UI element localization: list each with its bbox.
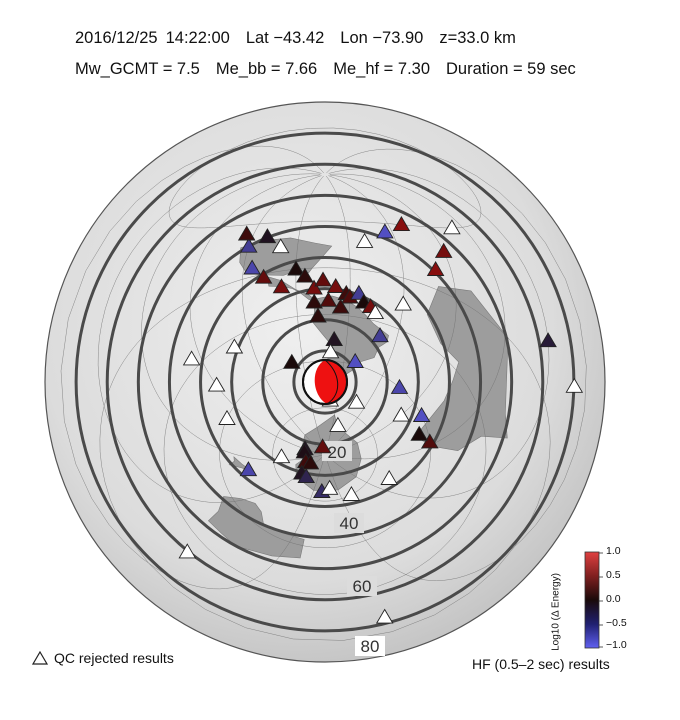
station-qc-rejected [366,304,385,320]
station-marker [309,307,327,323]
station-marker [331,298,350,314]
station-qc-rejected [380,469,398,485]
focal-mechanism-beachball [302,359,349,405]
station-marker [240,237,258,253]
station-marker [410,425,428,441]
station-qc-rejected [207,376,226,392]
distance-label-60: 60 [353,577,372,596]
station-qc-rejected [355,232,374,248]
parallel-line [272,407,378,502]
event-header: 2016/12/25 14:22:00 Lat −43.42 Lon −73.90 z=… [75,29,532,48]
hf-legend-label: HF (0.5–2 sec) results [472,656,610,672]
event-time: 14:22:00 [165,29,230,47]
distance-ring [167,224,483,540]
station-marker [283,353,301,369]
duration: Duration = 59 sec [446,60,576,78]
station-marker [434,242,453,258]
station-marker [325,330,343,346]
distance-labels: 20 40 60 80 [322,441,385,656]
station-marker [421,433,439,449]
station-marker [254,268,273,284]
station-marker [412,406,431,422]
station-marker [301,454,320,470]
station-marker [319,291,338,307]
station-qc-rejected [565,377,584,393]
distance-ring [230,287,420,477]
station-marker [539,332,557,348]
distance-ring [199,256,451,508]
mw-gcmt: Mw_GCMT = 7.5 [75,60,200,78]
station-marker [390,378,409,394]
station-marker [305,293,323,309]
colorbar-tick-label: −0.5 [606,617,627,629]
distance-label-80: 80 [361,637,380,656]
open-triangle-icon [32,651,48,665]
station-marker [272,278,291,294]
station-marker [346,352,364,368]
station-qc-rejected [392,406,410,422]
parallel-line [219,360,431,549]
distance-label-20: 20 [328,443,347,462]
station-qc-rejected [218,409,236,425]
station-qc-rejected [271,238,290,254]
colorbar-tick-label: −1.0 [606,639,627,651]
distance-ring [136,193,514,571]
distance-ring [292,349,358,415]
qc-legend: QC rejected results [32,650,174,666]
magnitude-header: Mw_GCMT = 7.5 Me_bb = 7.66 Me_hf = 7.30 Dur… [75,60,592,79]
station-marker [258,228,277,244]
station-marker [376,223,394,239]
station-markers [178,216,584,624]
station-marker [239,461,258,477]
station-marker [392,216,411,232]
station-marker [243,259,261,275]
station-qc-rejected [443,219,461,235]
distance-label-40: 40 [340,514,359,533]
station-marker [313,438,332,454]
station-qc-rejected [321,343,340,359]
station-marker [326,278,345,293]
colorbar-tick-label: 1.0 [606,545,621,557]
station-qc-rejected [182,350,201,366]
station-marker [426,261,445,276]
station-qc-rejected [347,393,366,409]
station-qc-rejected [342,486,361,501]
colorbar-tick-label: 0.5 [606,569,621,581]
colorbar-tick-label: 0.0 [606,593,621,605]
qc-legend-label: QC rejected results [54,650,174,666]
event-longitude: Lon −73.90 [340,29,424,47]
event-date: 2016/12/25 [75,29,158,47]
station-qc-rejected [375,608,394,624]
station-marker [287,260,305,276]
station-qc-rejected [329,416,347,432]
station-qc-rejected [320,479,339,495]
distance-ring [105,162,545,602]
event-latitude: Lat −43.42 [245,29,325,47]
station-marker [296,267,314,283]
station-qc-rejected [394,295,412,311]
station-marker [371,327,389,343]
event-depth: z=33.0 km [439,29,516,47]
station-marker [237,225,256,241]
station-marker [297,468,315,484]
station-qc-rejected [178,543,197,559]
colorbar-ticks [599,552,603,648]
colorbar [584,551,600,649]
me-bb: Me_bb = 7.66 [215,60,318,78]
me-hf: Me_hf = 7.30 [333,60,431,78]
station-marker [314,271,332,287]
land-africa [419,286,509,452]
station-qc-rejected [225,338,244,354]
station-qc-rejected [272,448,291,464]
